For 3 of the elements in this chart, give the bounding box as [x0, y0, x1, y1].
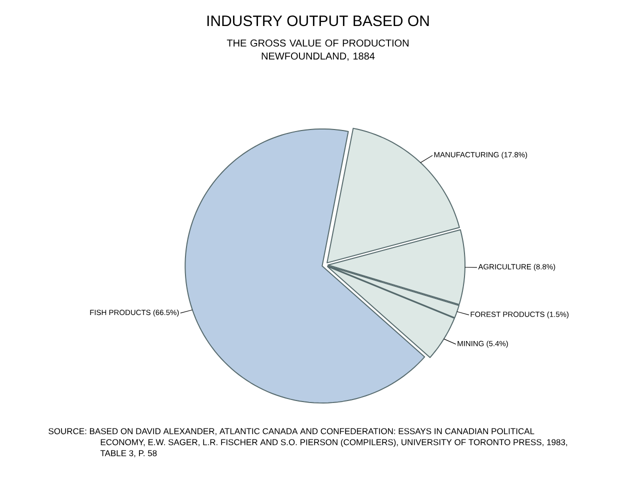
chart-title: INDUSTRY OUTPUT BASED ON: [207, 16, 429, 26]
chart-subtitle: THE GROSS VALUE OF PRODUCTION NEWFOUNDLAND, 1884: [226, 40, 408, 61]
source-note: SOURCE: BASED ON DAVID ALEXANDER, ATLANTIC CANADA AND CONFEDERATION: ESSAYS IN CANADIAN POLITICAL ECONOMY, E.W. SAGER, L.R. FISCHER AND S.O. PIERSON (COMPILERS), UNIVERSITY OF TORONTO PRESS, 1983, TABLE 3, P. 58: [48, 428, 568, 458]
